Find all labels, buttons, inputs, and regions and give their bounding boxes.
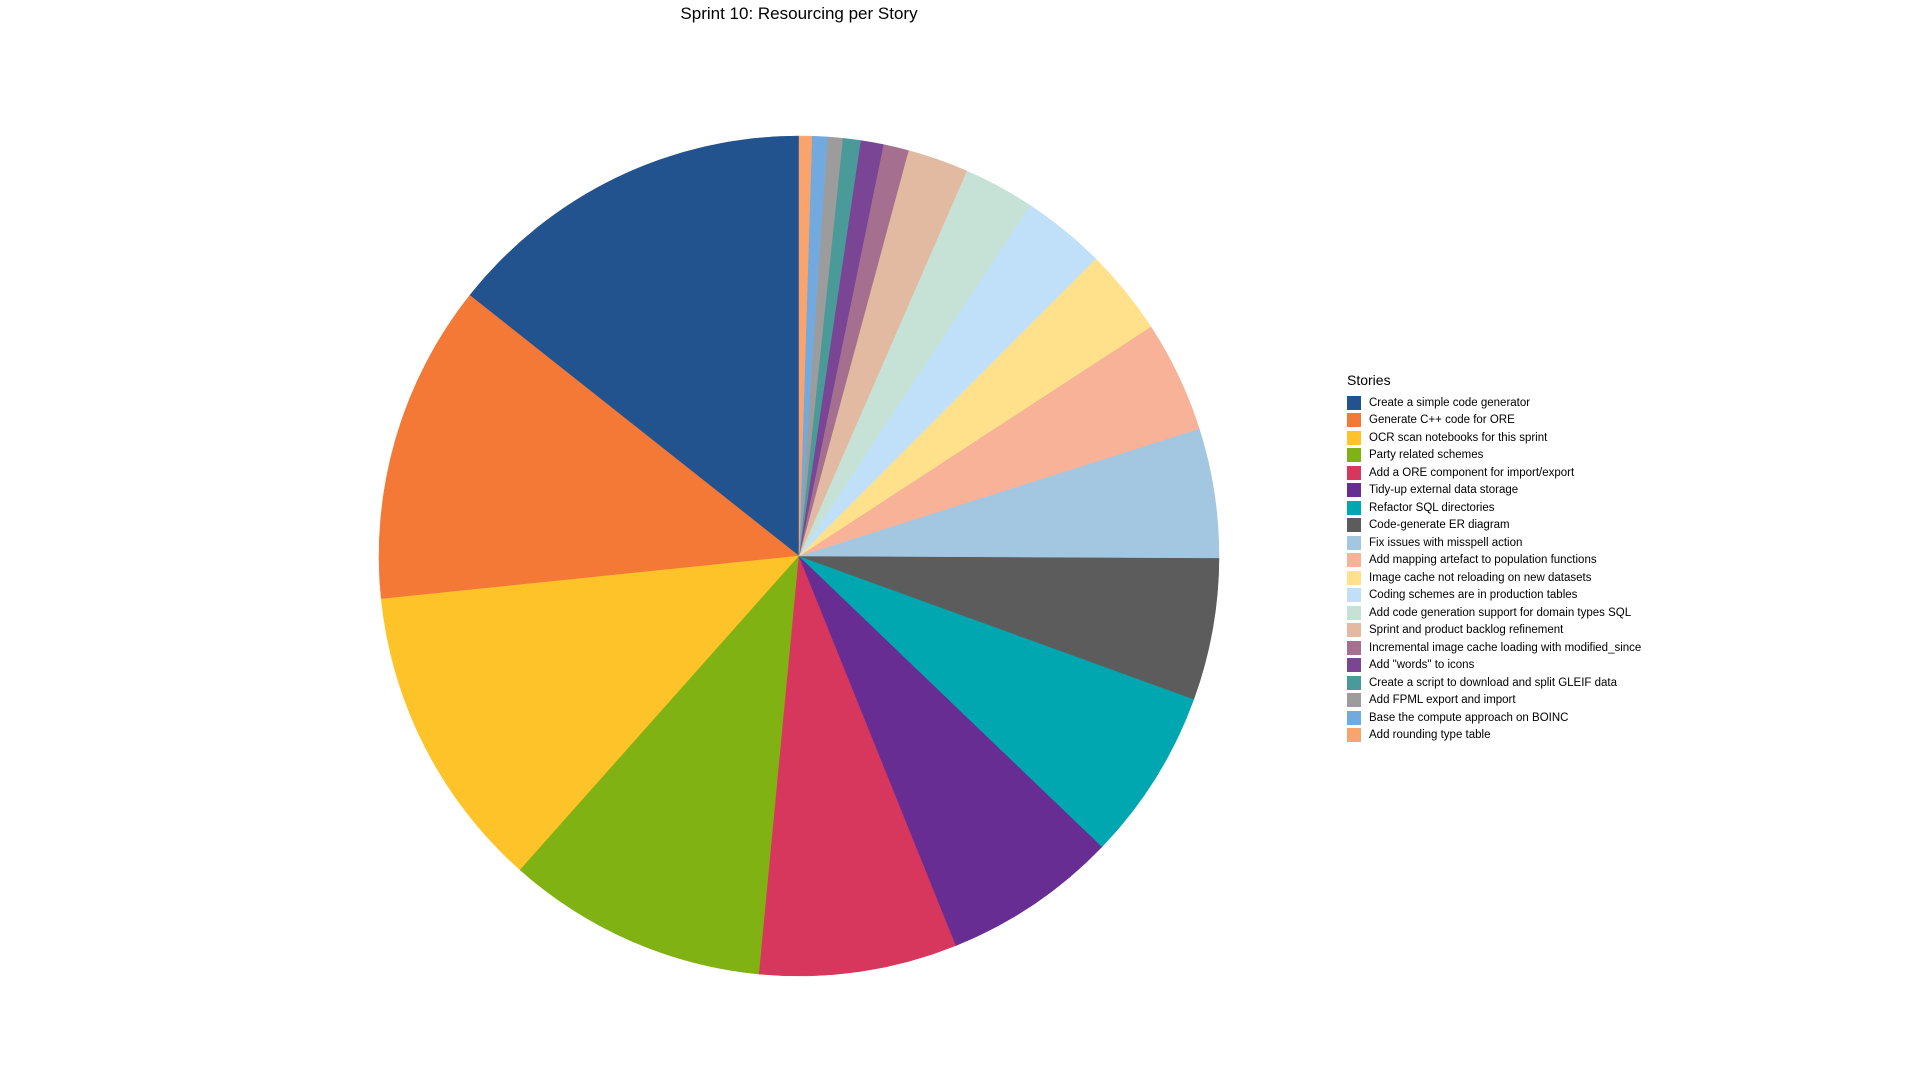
- legend-label: Base the compute approach on BOINC: [1369, 711, 1569, 724]
- legend-item-19: Base the compute approach on BOINC: [1347, 709, 1641, 727]
- legend-swatch: [1347, 640, 1361, 655]
- legend-label: Image cache not reloading on new dataset…: [1369, 571, 1592, 584]
- legend-item-8: Code-generate ER diagram: [1347, 517, 1641, 535]
- legend-label: Incremental image cache loading with mod…: [1369, 641, 1642, 654]
- pie-slice-3: [380, 555, 800, 871]
- legend-item-15: Incremental image cache loading with mod…: [1347, 639, 1641, 657]
- legend-item-3: OCR scan notebooks for this sprint: [1347, 429, 1641, 447]
- legend-label: Coding schemes are in production tables: [1369, 589, 1578, 602]
- legend-label: Add rounding type table: [1369, 729, 1491, 742]
- legend-swatch: [1347, 395, 1361, 410]
- legend-swatch: [1347, 448, 1361, 463]
- pie-slice-7: [798, 555, 1195, 848]
- legend-label: Create a script to download and split GL…: [1369, 676, 1618, 689]
- legend-item-17: Create a script to download and split GL…: [1347, 674, 1641, 692]
- legend-label: Add a ORE component for import/export: [1369, 466, 1575, 479]
- legend-item-16: Add "words" to icons: [1347, 657, 1641, 675]
- legend-label: Fix issues with misspell action: [1369, 536, 1523, 549]
- legend-swatch: [1347, 623, 1361, 638]
- pie-slice-2: [378, 294, 800, 600]
- legend-swatch: [1347, 483, 1361, 498]
- legend-item-7: Refactor SQL directories: [1347, 499, 1641, 517]
- legend-item-18: Add FPML export and import: [1347, 692, 1641, 710]
- legend-item-13: Add code generation support for domain t…: [1347, 604, 1641, 622]
- legend-swatch: [1347, 693, 1361, 708]
- legend-item-2: Generate C++ code for ORE: [1347, 412, 1641, 430]
- pie-slice-5: [758, 555, 957, 977]
- legend-item-6: Tidy-up external data storage: [1347, 482, 1641, 500]
- legend-swatch: [1347, 535, 1361, 550]
- pie-slice-20: [798, 135, 813, 557]
- legend-label: OCR scan notebooks for this sprint: [1369, 431, 1548, 444]
- legend-item-12: Coding schemes are in production tables: [1347, 587, 1641, 605]
- legend-label: Sprint and product backlog refinement: [1369, 624, 1564, 637]
- legend-items: Create a simple code generator Generate C…: [1347, 394, 1641, 744]
- legend-item-4: Party related schemes: [1347, 447, 1641, 465]
- legend-swatch: [1347, 675, 1361, 690]
- legend-label: Refactor SQL directories: [1369, 501, 1495, 514]
- pie-slice-1: [469, 135, 800, 557]
- legend-swatch: [1347, 570, 1361, 585]
- legend-swatch: [1347, 605, 1361, 620]
- legend-label: Add code generation support for domain t…: [1369, 606, 1632, 619]
- legend-label: Add "words" to icons: [1369, 659, 1475, 672]
- legend-swatch: [1347, 553, 1361, 568]
- legend-label: Code-generate ER diagram: [1369, 519, 1510, 532]
- pie-slice-4: [519, 555, 800, 975]
- legend-swatch: [1347, 430, 1361, 445]
- chart-title: Sprint 10: Resourcing per Story: [680, 4, 918, 23]
- legend-swatch: [1347, 728, 1361, 743]
- legend: Stories Create a simple code generator Ge…: [1347, 372, 1641, 744]
- legend-label: Tidy-up external data storage: [1369, 484, 1519, 497]
- legend-swatch: [1347, 500, 1361, 515]
- legend-swatch: [1347, 658, 1361, 673]
- legend-label: Generate C++ code for ORE: [1369, 414, 1515, 427]
- legend-swatch: [1347, 465, 1361, 480]
- legend-label: Add FPML export and import: [1369, 694, 1516, 707]
- legend-label: Party related schemes: [1369, 449, 1484, 462]
- legend-label: Add mapping artefact to population funct…: [1369, 554, 1597, 567]
- legend-label: Create a simple code generator: [1369, 396, 1531, 409]
- pie-slice-6: [798, 555, 1103, 946]
- legend-item-10: Add mapping artefact to population funct…: [1347, 552, 1641, 570]
- legend-item-14: Sprint and product backlog refinement: [1347, 622, 1641, 640]
- legend-item-5: Add a ORE component for import/export: [1347, 464, 1641, 482]
- legend-item-20: Add rounding type table: [1347, 727, 1641, 745]
- legend-item-11: Image cache not reloading on new dataset…: [1347, 569, 1641, 587]
- pie-slice-8: [798, 555, 1220, 700]
- legend-swatch: [1347, 413, 1361, 428]
- legend-item-9: Fix issues with misspell action: [1347, 534, 1641, 552]
- legend-swatch: [1347, 518, 1361, 533]
- legend-title: Stories: [1347, 372, 1391, 388]
- legend-swatch: [1347, 710, 1361, 725]
- legend-swatch: [1347, 588, 1361, 603]
- legend-item-1: Create a simple code generator: [1347, 394, 1641, 412]
